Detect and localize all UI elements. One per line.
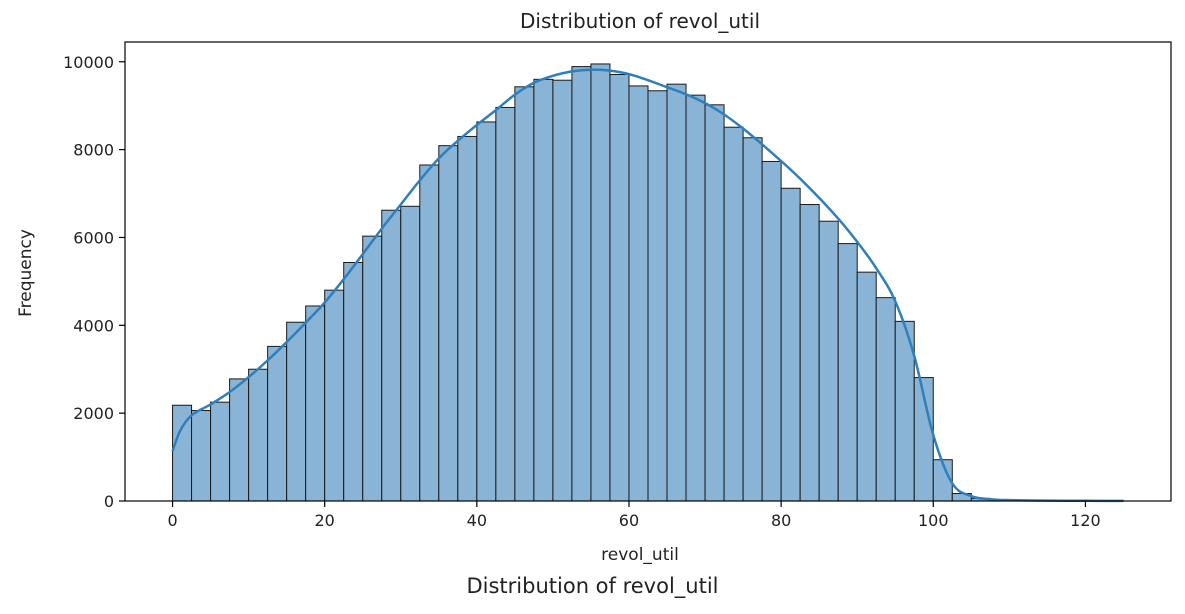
histogram-bar (420, 165, 439, 501)
histogram-bar (401, 206, 420, 501)
histogram-bar (876, 298, 895, 501)
x-tick-label: 0 (167, 511, 177, 530)
histogram-bar (477, 122, 496, 501)
histogram-bar (857, 272, 876, 501)
histogram-bar (515, 87, 534, 501)
histogram-bar (496, 107, 515, 501)
y-tick-label: 6000 (73, 228, 114, 247)
y-axis-ticks: 0 2000 4000 6000 8000 10000 (63, 53, 125, 511)
x-tick-label: 100 (918, 511, 949, 530)
histogram-bar (553, 80, 572, 501)
histogram-bar (458, 136, 477, 501)
histogram-bar (629, 86, 648, 501)
y-axis-label: Frequency (16, 229, 36, 317)
histogram-bar (534, 79, 553, 501)
x-tick-label: 80 (771, 511, 791, 530)
histogram-bar (800, 205, 819, 501)
x-tick-label: 40 (467, 511, 487, 530)
histogram-bar (724, 127, 743, 501)
histogram-bar (762, 161, 781, 501)
x-axis-label: revol_util (601, 545, 679, 565)
histogram-bar (743, 138, 762, 501)
histogram-bar (344, 262, 363, 501)
x-tick-label: 20 (315, 511, 335, 530)
histogram-bar (686, 95, 705, 501)
histogram-bar (572, 67, 591, 501)
bottom-caption: Distribution of revol_util (0, 574, 1185, 614)
histogram-bar (819, 221, 838, 501)
histogram-bar (211, 402, 230, 501)
histogram-bar (382, 210, 401, 501)
histogram-bar (838, 244, 857, 501)
x-tick-label: 60 (619, 511, 639, 530)
y-tick-label: 0 (104, 492, 114, 511)
histogram-bar (667, 84, 686, 501)
histogram-bar (192, 411, 211, 501)
y-tick-label: 10000 (63, 53, 114, 72)
histogram-bar (705, 105, 724, 501)
histogram-bar (287, 322, 306, 501)
histogram-bar (610, 75, 629, 501)
histogram-bar (439, 146, 458, 501)
y-tick-label: 4000 (73, 316, 114, 335)
x-tick-label: 120 (1070, 511, 1101, 530)
histogram-chart: Distribution of revol_util 0 20 40 60 80 100 1… (0, 0, 1185, 596)
histogram-bar (781, 188, 800, 501)
histogram-bar (648, 91, 667, 501)
histogram-bar (306, 306, 325, 501)
histogram-bar (249, 369, 268, 501)
histogram-bar (230, 379, 249, 501)
histogram-bars (173, 64, 1124, 501)
y-tick-label: 8000 (73, 141, 114, 160)
histogram-bar (268, 346, 287, 501)
x-axis-ticks: 0 20 40 60 80 100 120 (167, 501, 1100, 530)
histogram-bar (325, 290, 344, 501)
chart-title: Distribution of revol_util (520, 9, 760, 33)
y-tick-label: 2000 (73, 404, 114, 423)
histogram-bar (591, 64, 610, 501)
histogram-bar (363, 236, 382, 501)
